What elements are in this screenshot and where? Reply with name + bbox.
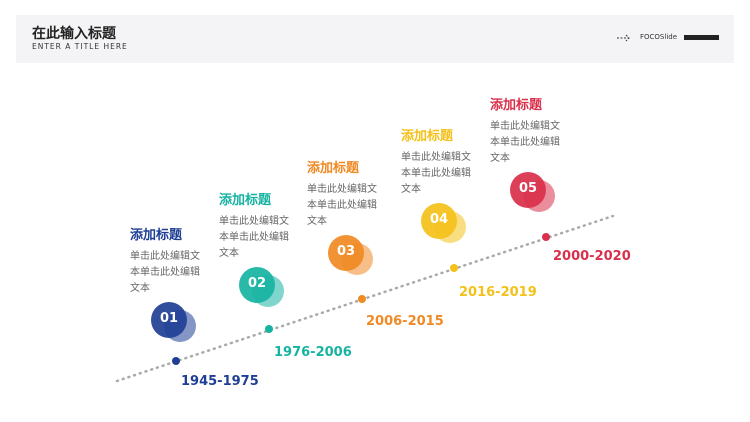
item-title: 添加标题 [219,193,272,208]
title: 在此输入标题 [32,26,116,42]
timeline-dot [450,264,458,272]
bubble [421,203,457,239]
item-title: 添加标题 [307,161,360,176]
arrow-icon [617,34,630,42]
item-period: 2016-2019 [459,285,537,300]
item-number: 05 [518,181,538,196]
bubble [510,172,546,208]
bubble [239,267,275,303]
item-number: 02 [247,276,267,291]
item-number: 03 [336,244,356,259]
item-title: 添加标题 [490,98,543,113]
item-period: 2006-2015 [366,314,444,329]
item-number: 04 [429,212,449,227]
subtitle: ENTER A TITLE HERE [32,42,128,51]
bubble [328,235,364,271]
timeline-dot [265,325,273,333]
item-period: 1945-1975 [181,374,259,389]
brand: FOCOSlide [640,33,678,41]
timeline-dot [358,295,366,303]
header-bar [16,15,734,63]
item-title: 添加标题 [401,129,454,144]
item-text: 单击此处编辑文本单击此处编辑文本 [307,184,377,227]
item-text: 单击此处编辑文本单击此处编辑文本 [219,216,289,259]
item-text: 单击此处编辑文本单击此处编辑文本 [130,251,200,294]
brand-bar [684,35,719,40]
item-title: 添加标题 [130,228,183,243]
timeline-dot [172,357,180,365]
timeline-dot [542,233,550,241]
item-period: 2000-2020 [553,249,631,264]
item-number: 01 [159,311,179,326]
item-text: 单击此处编辑文本单击此处编辑文本 [401,152,471,195]
bubble [151,302,187,338]
item-period: 1976-2006 [274,345,352,360]
item-text: 单击此处编辑文本单击此处编辑文本 [490,121,560,164]
